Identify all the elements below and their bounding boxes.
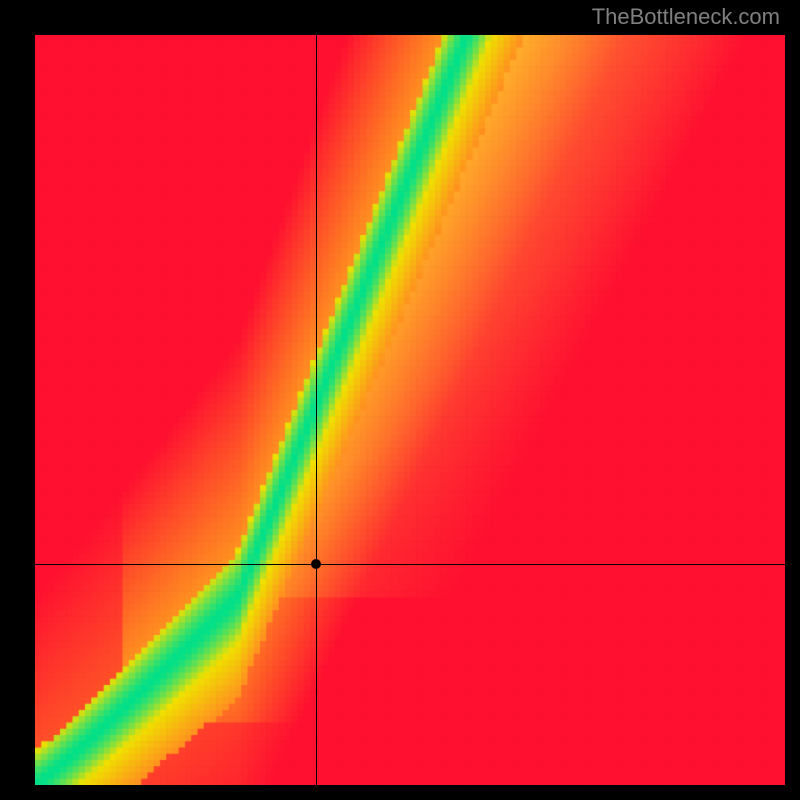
watermark-text: TheBottleneck.com	[592, 4, 780, 30]
plot-area	[35, 35, 785, 785]
heatmap-canvas	[35, 35, 785, 785]
crosshair-vertical	[316, 35, 317, 785]
crosshair-horizontal	[35, 564, 785, 565]
marker-dot	[311, 559, 321, 569]
